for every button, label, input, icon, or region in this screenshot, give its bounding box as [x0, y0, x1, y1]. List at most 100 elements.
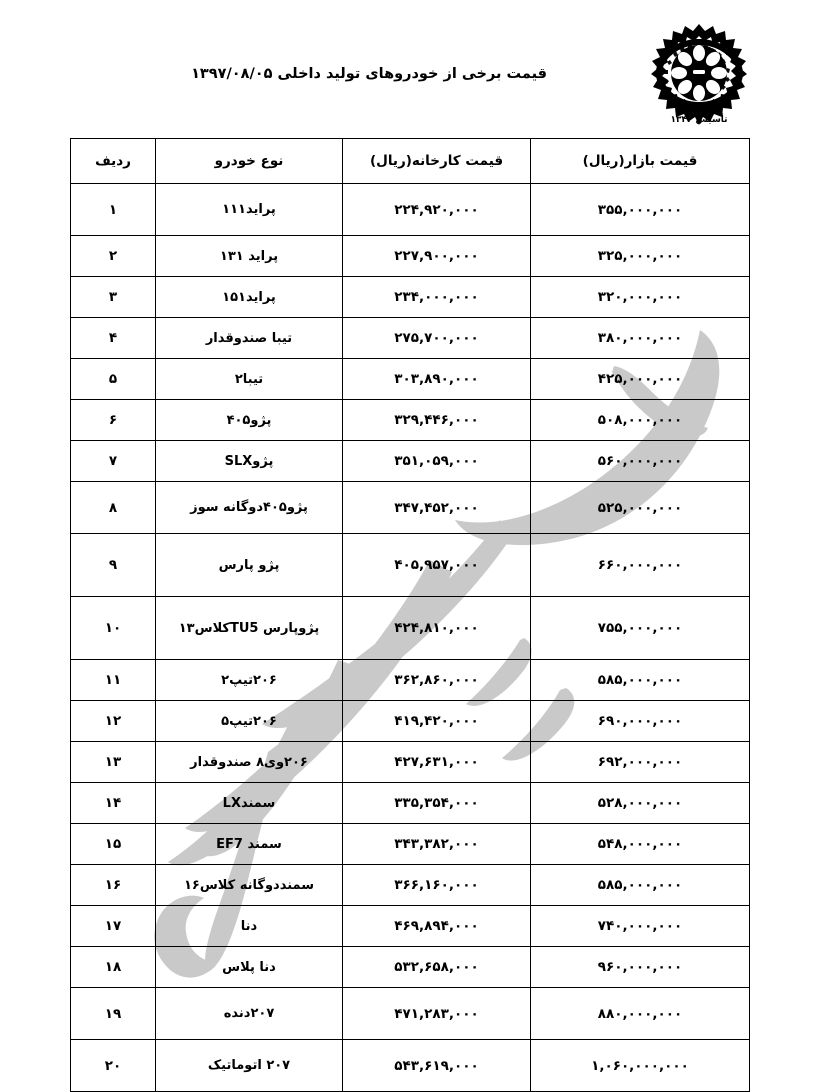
cell-car-name: پراید۱۱۱ — [155, 183, 343, 236]
cell-car-name: سمندLX — [155, 782, 343, 824]
cell-row-index: ۱۳ — [70, 741, 156, 783]
table-row: ۵۸۵,۰۰۰,۰۰۰ ۳۶۲,۸۶۰,۰۰۰ ۲۰۶تیپ۲ ۱۱ — [70, 659, 750, 701]
cell-car-name: ۲۰۷ اتوماتیک — [155, 1039, 343, 1092]
cell-car-name: تیبا صندوقدار — [155, 317, 343, 359]
cell-row-index: ۱۲ — [70, 700, 156, 742]
cell-market-price: ۱,۰۶۰,۰۰۰,۰۰۰ — [530, 1039, 750, 1092]
cell-factory-price: ۴۷۱,۲۸۳,۰۰۰ — [342, 987, 531, 1040]
cell-factory-price: ۳۰۳,۸۹۰,۰۰۰ — [342, 358, 531, 400]
cell-row-index: ۱۴ — [70, 782, 156, 824]
cell-market-price: ۳۵۵,۰۰۰,۰۰۰ — [530, 183, 750, 236]
table-body: ۳۵۵,۰۰۰,۰۰۰ ۲۲۴,۹۲۰,۰۰۰ پراید۱۱۱ ۱ ۳۲۵,۰… — [70, 183, 750, 1092]
cell-row-index: ۱۱ — [70, 659, 156, 701]
cell-row-index: ۱۸ — [70, 946, 156, 988]
cell-market-price: ۶۹۲,۰۰۰,۰۰۰ — [530, 741, 750, 783]
cell-row-index: ۲ — [70, 235, 156, 277]
page-title: قیمت برخی از خودروهای تولید داخلی ۱۳۹۷/۰… — [191, 66, 547, 82]
cell-factory-price: ۲۲۴,۹۲۰,۰۰۰ — [342, 183, 531, 236]
cell-factory-price: ۳۳۵,۳۵۴,۰۰۰ — [342, 782, 531, 824]
table-header-row: قیمت بازار(ریال) قیمت کارخانه(ریال) نوع … — [70, 138, 750, 184]
cell-car-name: ۲۰۶تیپ۵ — [155, 700, 343, 742]
column-header-factory: قیمت کارخانه(ریال) — [342, 138, 531, 184]
table-row: ۷۴۰,۰۰۰,۰۰۰ ۴۶۹,۸۹۴,۰۰۰ دنا ۱۷ — [70, 905, 750, 947]
table-row: ۵۴۸,۰۰۰,۰۰۰ ۳۴۳,۳۸۲,۰۰۰ سمند EF7 ۱۵ — [70, 823, 750, 865]
cell-car-name: پژو پارس — [155, 533, 343, 597]
table-row: ۵۰۸,۰۰۰,۰۰۰ ۳۲۹,۴۴۶,۰۰۰ پژو۴۰۵ ۶ — [70, 399, 750, 441]
cell-car-name: ۲۰۶وی۸ صندوقدار — [155, 741, 343, 783]
seal-year-text: تأسیس ۱۳۴۳ — [670, 113, 727, 125]
cell-row-index: ۸ — [70, 481, 156, 534]
cell-row-index: ۳ — [70, 276, 156, 318]
cell-car-name: پژوSLX — [155, 440, 343, 482]
table-row: ۵۸۵,۰۰۰,۰۰۰ ۳۶۶,۱۶۰,۰۰۰ سمنددوگانه کلاس۱… — [70, 864, 750, 906]
cell-market-price: ۵۲۸,۰۰۰,۰۰۰ — [530, 782, 750, 824]
cell-market-price: ۵۰۸,۰۰۰,۰۰۰ — [530, 399, 750, 441]
cell-market-price: ۶۹۰,۰۰۰,۰۰۰ — [530, 700, 750, 742]
cell-market-price: ۵۲۵,۰۰۰,۰۰۰ — [530, 481, 750, 534]
cell-factory-price: ۲۳۴,۰۰۰,۰۰۰ — [342, 276, 531, 318]
table-row: ۳۲۰,۰۰۰,۰۰۰ ۲۳۴,۰۰۰,۰۰۰ پراید۱۵۱ ۳ — [70, 276, 750, 318]
cell-market-price: ۴۲۵,۰۰۰,۰۰۰ — [530, 358, 750, 400]
cell-car-name: سمند EF7 — [155, 823, 343, 865]
cell-row-index: ۱۰ — [70, 596, 156, 660]
cell-row-index: ۹ — [70, 533, 156, 597]
cell-car-name: تیبا۲ — [155, 358, 343, 400]
cell-car-name: سمنددوگانه کلاس۱۶ — [155, 864, 343, 906]
cell-car-name: پراید۱۵۱ — [155, 276, 343, 318]
cell-row-index: ۷ — [70, 440, 156, 482]
cell-factory-price: ۵۳۲,۶۵۸,۰۰۰ — [342, 946, 531, 988]
table-row: ۳۵۵,۰۰۰,۰۰۰ ۲۲۴,۹۲۰,۰۰۰ پراید۱۱۱ ۱ — [70, 183, 750, 236]
cell-row-index: ۱۷ — [70, 905, 156, 947]
table-row: ۴۲۵,۰۰۰,۰۰۰ ۳۰۳,۸۹۰,۰۰۰ تیبا۲ ۵ — [70, 358, 750, 400]
table-row: ۵۲۸,۰۰۰,۰۰۰ ۳۳۵,۳۵۴,۰۰۰ سمندLX ۱۴ — [70, 782, 750, 824]
cell-factory-price: ۳۶۲,۸۶۰,۰۰۰ — [342, 659, 531, 701]
cell-car-name: ۲۰۷دنده — [155, 987, 343, 1040]
cell-factory-price: ۲۲۷,۹۰۰,۰۰۰ — [342, 235, 531, 277]
cell-factory-price: ۴۰۵,۹۵۷,۰۰۰ — [342, 533, 531, 597]
cell-market-price: ۳۲۵,۰۰۰,۰۰۰ — [530, 235, 750, 277]
table-row: ۵۲۵,۰۰۰,۰۰۰ ۳۴۷,۴۵۲,۰۰۰ پژو۴۰۵دوگانه سوز… — [70, 481, 750, 534]
cell-row-index: ۴ — [70, 317, 156, 359]
table-row: ۳۲۵,۰۰۰,۰۰۰ ۲۲۷,۹۰۰,۰۰۰ پراید ۱۳۱ ۲ — [70, 235, 750, 277]
table-row: ۶۹۲,۰۰۰,۰۰۰ ۴۲۷,۶۳۱,۰۰۰ ۲۰۶وی۸ صندوقدار … — [70, 741, 750, 783]
cell-market-price: ۳۸۰,۰۰۰,۰۰۰ — [530, 317, 750, 359]
cell-market-price: ۶۶۰,۰۰۰,۰۰۰ — [530, 533, 750, 597]
cell-car-name: پژو۴۰۵دوگانه سوز — [155, 481, 343, 534]
cell-row-index: ۶ — [70, 399, 156, 441]
table-row: ۷۵۵,۰۰۰,۰۰۰ ۴۲۴,۸۱۰,۰۰۰ پژوپارس TU5کلاس۱… — [70, 596, 750, 660]
car-price-table: قیمت بازار(ریال) قیمت کارخانه(ریال) نوع … — [70, 138, 750, 1092]
cell-factory-price: ۳۵۱,۰۵۹,۰۰۰ — [342, 440, 531, 482]
cell-car-name: پراید ۱۳۱ — [155, 235, 343, 277]
cell-factory-price: ۵۴۳,۶۱۹,۰۰۰ — [342, 1039, 531, 1092]
column-header-market: قیمت بازار(ریال) — [530, 138, 750, 184]
cell-factory-price: ۳۲۹,۴۴۶,۰۰۰ — [342, 399, 531, 441]
cell-factory-price: ۴۶۹,۸۹۴,۰۰۰ — [342, 905, 531, 947]
cell-factory-price: ۳۴۷,۴۵۲,۰۰۰ — [342, 481, 531, 534]
table-row: ۱,۰۶۰,۰۰۰,۰۰۰ ۵۴۳,۶۱۹,۰۰۰ ۲۰۷ اتوماتیک ۲… — [70, 1039, 750, 1092]
cell-market-price: ۵۶۰,۰۰۰,۰۰۰ — [530, 440, 750, 482]
table-row: ۶۹۰,۰۰۰,۰۰۰ ۴۱۹,۴۲۰,۰۰۰ ۲۰۶تیپ۵ ۱۲ — [70, 700, 750, 742]
cell-row-index: ۱۹ — [70, 987, 156, 1040]
document-header: قیمت برخی از خودروهای تولید داخلی ۱۳۹۷/۰… — [58, 22, 763, 140]
table-row: ۶۶۰,۰۰۰,۰۰۰ ۴۰۵,۹۵۷,۰۰۰ پژو پارس ۹ — [70, 533, 750, 597]
cell-market-price: ۵۴۸,۰۰۰,۰۰۰ — [530, 823, 750, 865]
cell-car-name: ۲۰۶تیپ۲ — [155, 659, 343, 701]
cell-factory-price: ۳۶۶,۱۶۰,۰۰۰ — [342, 864, 531, 906]
cell-car-name: دنا — [155, 905, 343, 947]
cell-factory-price: ۳۴۳,۳۸۲,۰۰۰ — [342, 823, 531, 865]
cell-market-price: ۵۸۵,۰۰۰,۰۰۰ — [530, 659, 750, 701]
cell-market-price: ۷۴۰,۰۰۰,۰۰۰ — [530, 905, 750, 947]
table-row: ۹۶۰,۰۰۰,۰۰۰ ۵۳۲,۶۵۸,۰۰۰ دنا پلاس ۱۸ — [70, 946, 750, 988]
cell-market-price: ۹۶۰,۰۰۰,۰۰۰ — [530, 946, 750, 988]
column-header-index: ردیف — [70, 138, 156, 184]
cell-market-price: ۳۲۰,۰۰۰,۰۰۰ — [530, 276, 750, 318]
cell-car-name: پژو۴۰۵ — [155, 399, 343, 441]
cell-factory-price: ۴۲۷,۶۳۱,۰۰۰ — [342, 741, 531, 783]
cell-market-price: ۵۸۵,۰۰۰,۰۰۰ — [530, 864, 750, 906]
cell-factory-price: ۴۲۴,۸۱۰,۰۰۰ — [342, 596, 531, 660]
table-header: قیمت بازار(ریال) قیمت کارخانه(ریال) نوع … — [70, 138, 750, 184]
cell-row-index: ۱ — [70, 183, 156, 236]
table-row: ۵۶۰,۰۰۰,۰۰۰ ۳۵۱,۰۵۹,۰۰۰ پژوSLX ۷ — [70, 440, 750, 482]
cell-factory-price: ۴۱۹,۴۲۰,۰۰۰ — [342, 700, 531, 742]
cell-market-price: ۸۸۰,۰۰۰,۰۰۰ — [530, 987, 750, 1040]
